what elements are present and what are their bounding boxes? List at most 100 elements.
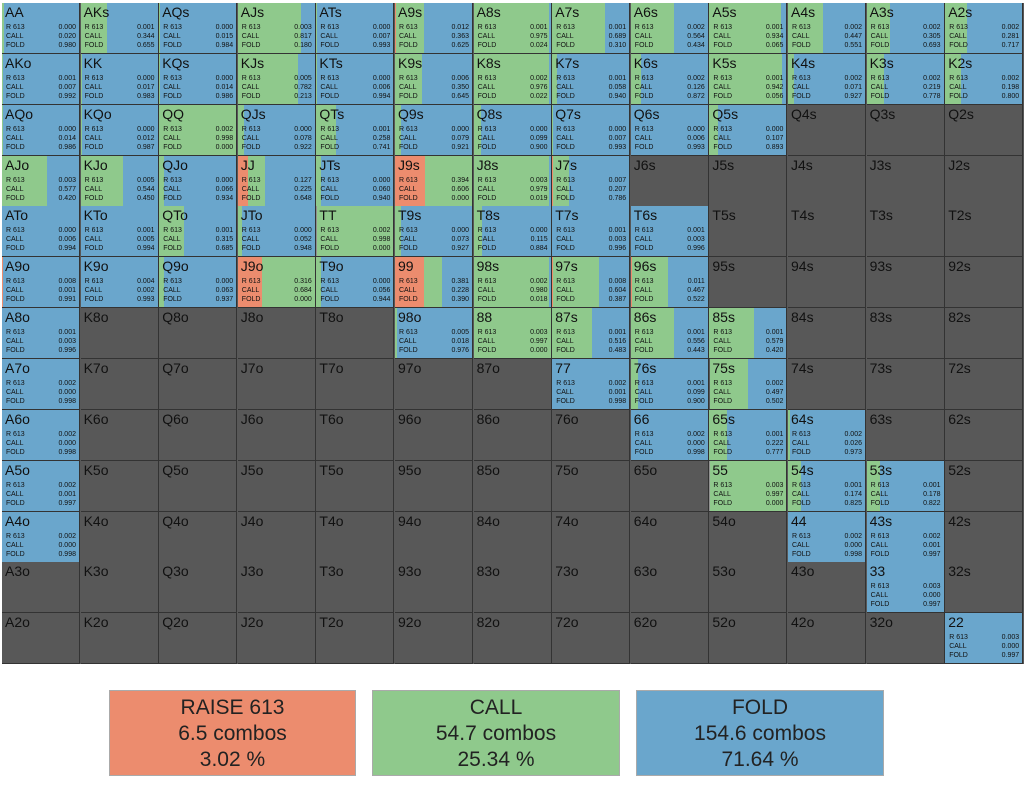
- call-bar: [630, 308, 674, 359]
- call-bar: [788, 53, 794, 104]
- call-bar: [316, 3, 317, 53]
- hand-label: 65o: [633, 461, 658, 478]
- fold-frequency: 0.625: [451, 42, 469, 49]
- call-row: CALL 0.942: [711, 83, 783, 92]
- fold-frequency: 0.443: [687, 347, 705, 355]
- fold-row: FOLD 0.522: [633, 295, 705, 304]
- hand-label: A2s: [948, 4, 973, 20]
- call-frequency: 0.198: [1001, 83, 1020, 91]
- raise-label: R 613: [634, 74, 654, 82]
- fold-bar: [3, 104, 79, 155]
- raise-label: R 613: [320, 24, 340, 31]
- call-bar: [80, 3, 108, 53]
- call-bar: [2, 3, 4, 53]
- fold-row: FOLD 0.980: [4, 41, 76, 50]
- call-bar: [945, 3, 967, 53]
- call-row: CALL 0.000: [4, 439, 76, 448]
- hand-cell: T9s R 613 0.000 CALL 0.073 FOLD 0.927: [395, 206, 473, 258]
- hand-label: T6o: [319, 410, 344, 427]
- raise-row: R 613 0.127: [240, 176, 312, 185]
- call-bar: [159, 53, 161, 104]
- hand-label: 73o: [555, 563, 579, 580]
- fold-bar: [160, 3, 237, 53]
- call-row: CALL 0.817: [240, 32, 312, 41]
- hand-cell: JJ R 613 0.127 CALL 0.225 FOLD 0.648: [237, 155, 316, 207]
- fold-row: FOLD 0.180: [240, 41, 312, 50]
- raise-row: R 613 0.011: [633, 277, 705, 286]
- fold-label: FOLD: [477, 42, 497, 49]
- call-frequency: 0.556: [687, 338, 705, 346]
- raise-row: R 613 0.002: [476, 277, 548, 286]
- fold-frequency: 0.056: [765, 92, 784, 100]
- hand-label: A7s: [555, 4, 580, 20]
- hand-cell: 86o: [473, 409, 552, 461]
- hand-cell: 43o: [788, 562, 866, 614]
- hand-cell: T4s: [788, 206, 866, 258]
- hand-label: 74s: [791, 359, 814, 376]
- hand-label: 94o: [398, 512, 422, 529]
- hand-cell: A3s R 613 0.002 CALL 0.305 FOLD 0.693: [866, 3, 945, 54]
- hand-label: 74o: [555, 512, 579, 529]
- raise-frequency: 0.001: [608, 227, 627, 235]
- hand-label: AJo: [5, 156, 30, 173]
- hand-cell: K6s R 613 0.002 CALL 0.126 FOLD 0.872: [630, 53, 709, 105]
- fold-row: FOLD 0.625: [397, 41, 469, 50]
- fold-bar: [790, 409, 865, 460]
- hand-cell: 76s R 613 0.001 CALL 0.099 FOLD 0.900: [630, 358, 709, 410]
- raise-frequency: 0.001: [923, 481, 941, 489]
- call-label: CALL: [163, 185, 181, 193]
- fold-bar: [2, 53, 79, 104]
- call-label: CALL: [84, 236, 103, 244]
- hand-cell: 82s: [945, 308, 1024, 360]
- call-frequency: 0.014: [215, 83, 234, 91]
- fold-row: FOLD 0.998: [4, 397, 76, 406]
- hand-cell: Q5s R 613 0.000 CALL 0.107 FOLD 0.893: [709, 104, 788, 156]
- fold-frequency: 0.998: [58, 448, 76, 456]
- hand-label: A8s: [476, 4, 501, 20]
- raise-frequency: 0.000: [687, 125, 705, 133]
- raise-frequency: 0.002: [844, 24, 862, 31]
- raise-frequency: 0.001: [137, 227, 155, 235]
- call-frequency: 0.975: [530, 33, 548, 40]
- raise-row: R 613 0.000: [240, 125, 312, 134]
- fold-row: FOLD 0.434: [633, 41, 705, 50]
- hand-cell: QJo R 613 0.000 CALL 0.066 FOLD 0.934: [159, 155, 238, 207]
- hand-label: QQ: [162, 105, 184, 122]
- hand-cell: 75s R 613 0.002 CALL 0.497 FOLD 0.502: [709, 358, 788, 410]
- fold-row: FOLD 0.976: [397, 346, 469, 355]
- fold-label: FOLD: [477, 143, 497, 151]
- hand-cell: J7o: [237, 358, 316, 410]
- fold-bar: [81, 206, 158, 257]
- hand-cell: 75o: [552, 460, 631, 512]
- call-bar: [247, 155, 265, 206]
- raise-label: R 613: [320, 278, 340, 286]
- raise-row: R 613 0.002: [711, 379, 783, 388]
- raise-frequency: 0.001: [608, 74, 627, 82]
- fold-frequency: 0.937: [215, 296, 234, 304]
- fold-row: FOLD 0.056: [711, 92, 783, 101]
- fold-row: FOLD 0.993: [83, 295, 155, 304]
- hand-label: 43s: [869, 512, 893, 529]
- fold-bar: [164, 257, 237, 308]
- fold-label: FOLD: [949, 652, 968, 660]
- call-frequency: 0.606: [451, 185, 469, 193]
- raise-row: R 613 0.005: [397, 328, 469, 337]
- hand-label: Q6s: [633, 105, 660, 122]
- raise-row: R 613 0.002: [947, 74, 1019, 83]
- call-row: CALL 0.056: [318, 286, 390, 295]
- hand-cell: 74s: [788, 358, 866, 410]
- fold-bar: [300, 3, 315, 53]
- hand-label: Q8s: [476, 105, 503, 122]
- fold-row: FOLD 0.777: [711, 448, 783, 457]
- raise-frequency: 0.000: [215, 278, 234, 286]
- raise-frequency: 0.000: [215, 176, 234, 184]
- raise-frequency: 0.002: [923, 532, 941, 540]
- hand-label: 52o: [712, 614, 736, 631]
- call-row: CALL 0.344: [83, 32, 155, 41]
- hand-label: J5o: [240, 461, 264, 478]
- call-row: CALL 0.003: [554, 235, 626, 244]
- fold-bar: [640, 53, 708, 104]
- raise-label: R 613: [163, 227, 182, 235]
- fold-label: FOLD: [949, 92, 968, 100]
- hand-label: K5o: [83, 461, 109, 478]
